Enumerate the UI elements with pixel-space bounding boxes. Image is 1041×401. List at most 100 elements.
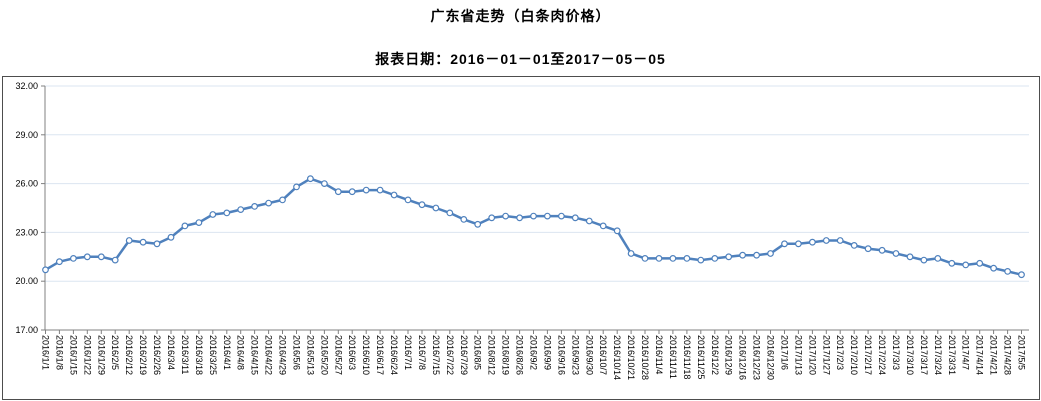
trend-line [44, 177, 1023, 276]
data-point [293, 183, 300, 191]
x-tick-label: 2016/2/5 [110, 335, 120, 370]
data-point [432, 204, 440, 212]
data-point [795, 240, 802, 248]
x-tick-label: 2016/7/22 [445, 335, 455, 375]
data-point [850, 241, 858, 249]
x-tick-label: 2016/8/12 [487, 335, 497, 375]
x-tick-label: 2016/2/26 [152, 335, 162, 375]
x-tick-label: 2017/5/5 [1017, 335, 1027, 370]
data-point [251, 202, 259, 210]
data-point [376, 186, 384, 194]
x-tick-label: 2016/10/28 [640, 335, 650, 380]
x-tick-label: 2017/1/6 [780, 335, 790, 370]
data-point [920, 256, 928, 264]
x-tick-label: 2017/4/7 [961, 335, 971, 370]
x-tick-label: 2016/9/16 [556, 335, 566, 375]
x-tick-label: 2016/4/29 [278, 335, 288, 375]
x-tick-label: 2017/3/10 [905, 335, 915, 375]
data-point [767, 250, 774, 257]
data-point [962, 261, 970, 269]
x-tick-label: 2017/3/3 [891, 335, 901, 370]
x-tick-label: 2016/4/8 [236, 335, 246, 370]
x-tick-label: 2016/10/21 [626, 335, 636, 380]
x-tick-label: 2017/4/21 [989, 335, 999, 375]
data-point [544, 212, 551, 220]
data-point [502, 212, 510, 220]
data-point [321, 180, 328, 187]
data-point [153, 240, 161, 248]
data-point [809, 238, 816, 246]
x-tick-label: 2016/5/6 [292, 335, 302, 370]
data-point [948, 259, 956, 267]
data-point [878, 246, 886, 254]
data-point [418, 201, 426, 209]
data-point [613, 227, 621, 235]
y-tick-label: 32.00 [15, 81, 38, 91]
data-point [307, 175, 314, 183]
x-tick-label: 2017/2/3 [835, 335, 845, 370]
data-point [599, 222, 607, 230]
x-tick-label: 2017/1/20 [807, 335, 817, 375]
x-tick-label: 2016/3/18 [194, 335, 204, 375]
x-tick-label: 2016/5/13 [305, 335, 315, 375]
data-point-markers [42, 175, 1025, 279]
x-tick-label: 2016/12/16 [738, 335, 748, 380]
x-tick-label: 2016/9/30 [584, 335, 594, 375]
x-tick-label: 2017/4/14 [975, 335, 985, 375]
x-tick-label: 2016/7/8 [417, 335, 427, 370]
x-tick-label: 2016/1/1 [41, 335, 51, 370]
data-point [976, 259, 984, 267]
data-point [195, 219, 203, 227]
data-point [404, 196, 412, 204]
data-point [390, 191, 398, 199]
x-tick-label: 2017/3/24 [933, 335, 943, 375]
x-tick-label: 2016/7/15 [431, 335, 441, 375]
x-tick-label: 2016/5/27 [333, 335, 343, 375]
chart-title: 广东省走势（白条肉价格） [430, 8, 611, 24]
y-tick-label: 26.00 [15, 179, 38, 189]
x-tick-label: 2016/11/18 [682, 335, 692, 379]
data-point [446, 209, 454, 217]
x-tick-label: 2017/1/13 [793, 335, 803, 375]
data-point [739, 251, 746, 259]
data-point [558, 212, 565, 220]
y-tick-label: 20.00 [15, 276, 38, 286]
x-tick-label: 2016/6/10 [361, 335, 371, 375]
data-point [516, 214, 523, 222]
x-tick-label: 2016/11/25 [696, 335, 706, 379]
data-point [822, 237, 830, 244]
data-point [711, 254, 719, 262]
data-point [56, 258, 63, 266]
data-point [488, 214, 496, 222]
x-tick-label: 2016/9/9 [542, 335, 552, 370]
x-tick-label: 2016/12/30 [766, 335, 776, 380]
x-tick-label: 2016/11/11 [668, 335, 678, 379]
data-point [1018, 271, 1025, 279]
data-point [571, 214, 579, 222]
x-tick-label: 2017/2/17 [863, 335, 873, 375]
x-tick-label: 2016/7/29 [459, 335, 469, 375]
data-point [460, 215, 468, 223]
data-point [892, 250, 900, 257]
x-tick-label: 2016/7/1 [403, 335, 413, 370]
data-point [781, 240, 788, 248]
x-tick-label: 2016/11/4 [654, 335, 664, 374]
data-point [585, 217, 593, 225]
x-tick-label: 2016/2/12 [124, 335, 134, 375]
data-point [265, 199, 273, 207]
x-tick-label: 2016/5/20 [319, 335, 329, 375]
x-tick-label: 2016/8/19 [501, 335, 511, 375]
x-tick-label: 2016/8/5 [473, 335, 483, 370]
x-tick-label: 2016/10/7 [598, 335, 608, 375]
x-tick-label: 2016/8/26 [515, 335, 525, 375]
data-point [864, 245, 872, 253]
y-tick-label: 23.00 [15, 227, 38, 237]
data-point [530, 212, 537, 220]
x-tick-label: 2017/3/17 [919, 335, 929, 375]
x-tick-label: 2016/4/1 [222, 335, 232, 370]
x-tick-label: 2016/12/9 [724, 335, 734, 375]
data-point [223, 209, 231, 217]
x-tick-label: 2017/3/31 [947, 335, 957, 375]
report-date-range: 报表日期：2016－01－01至2017－05－05 [375, 51, 666, 67]
